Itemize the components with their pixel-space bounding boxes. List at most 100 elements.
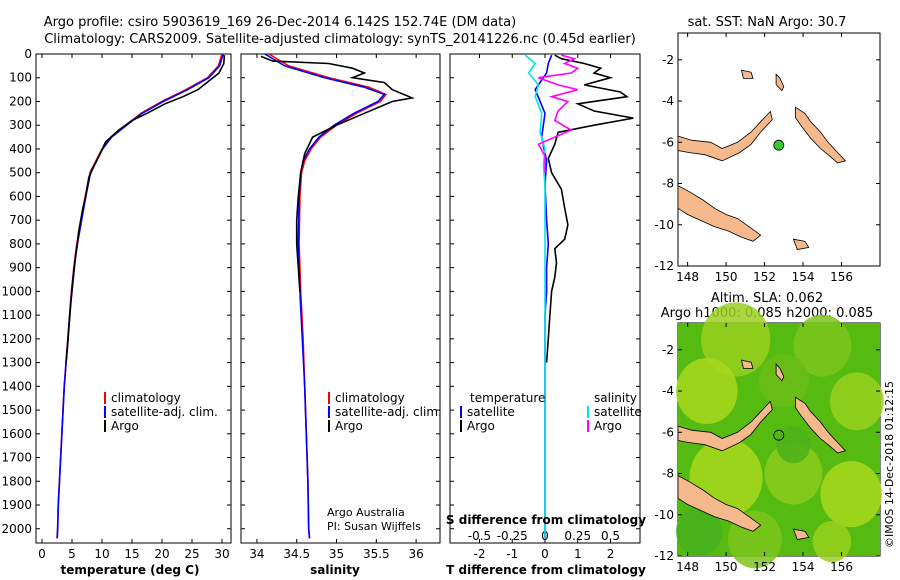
s-x-tick-label: 0.25 xyxy=(564,529,591,543)
legend-label-climatology: climatology xyxy=(335,391,405,405)
series-line-s-argo xyxy=(537,54,580,173)
depth-tick-label: 800 xyxy=(9,237,32,251)
depth-tick-label: 1900 xyxy=(1,498,32,512)
x-tick-label: -2 xyxy=(473,547,485,561)
sla-anomaly-blob xyxy=(764,442,823,505)
x-tick-label: 0 xyxy=(38,547,46,561)
map-y-tick-label: -6 xyxy=(662,135,674,149)
x-tick-label: 10 xyxy=(94,547,109,561)
depth-tick-label: 700 xyxy=(9,213,32,227)
map-y-tick-label: -8 xyxy=(662,177,674,191)
land-newbritain_e xyxy=(795,396,847,454)
depth-tick-label: 1400 xyxy=(1,379,32,393)
temperature-axis-label: temperature (deg C) xyxy=(61,563,200,577)
depth-tick-label: 900 xyxy=(9,261,32,275)
depth-tick-label: 1700 xyxy=(1,451,32,465)
legend-label-climatology: climatology xyxy=(111,391,181,405)
depth-tick-label: 1000 xyxy=(1,284,32,298)
plot-frame xyxy=(240,53,441,544)
depth-tick-label: 600 xyxy=(9,189,32,203)
land-small1 xyxy=(775,73,785,92)
land-small1 xyxy=(775,363,785,382)
plot-frame xyxy=(35,53,232,544)
map-x-tick-label: 148 xyxy=(676,270,699,284)
figure-title-line1: Argo profile: csiro 5903619_169 26-Dec-2… xyxy=(44,15,516,30)
s-x-tick-label: -0.5 xyxy=(468,529,491,543)
x-tick-label: 25 xyxy=(184,547,199,561)
map-x-tick-label: 154 xyxy=(792,270,815,284)
s-x-tick-label: 0.5 xyxy=(601,529,620,543)
sla-map: 148 150 152 154 156 -2 -4 -6 -8 -10 -12 xyxy=(654,302,884,574)
credit-line1: Argo Australia xyxy=(327,506,405,519)
map-y-tick-label: -10 xyxy=(654,218,674,232)
map-x-tick-label: 152 xyxy=(753,560,776,574)
x-tick-label: 20 xyxy=(154,547,169,561)
depth-tick-label: 2000 xyxy=(1,522,32,536)
sla-anomaly-blob xyxy=(776,426,811,464)
salinity-axis-label: salinity xyxy=(310,563,360,577)
sla-map-title: Altim. SLA: 0.062 xyxy=(711,291,823,306)
series-line-t-argo xyxy=(545,54,634,363)
salinity-panel: 34 34.5 35 35.5 36 xyxy=(240,53,441,561)
watermark: ©IMOS 14-Dec-2018 01:12:15 xyxy=(883,381,896,548)
map-x-tick-label: 152 xyxy=(753,270,776,284)
map-x-tick-label: 148 xyxy=(676,560,699,574)
depth-tick-label: 1100 xyxy=(1,308,32,322)
legend-label-satellite: satellite-adj. clim. xyxy=(111,405,218,419)
depth-tick-label: 1500 xyxy=(1,403,32,417)
land-newbritain_e xyxy=(795,106,847,164)
legend-title-salinity: salinity xyxy=(594,391,637,405)
x-tick-label: 30 xyxy=(214,547,229,561)
temperature-legend: climatology satellite-adj. clim. Argo xyxy=(104,391,218,433)
x-tick-label: 35.5 xyxy=(363,547,390,561)
legend-label-argo: Argo xyxy=(111,419,139,433)
s-x-tick-label: -0.25 xyxy=(497,529,528,543)
x-tick-label: 35 xyxy=(329,547,344,561)
map-y-tick-label: -10 xyxy=(654,508,674,522)
legend-title-temperature: temperature xyxy=(470,391,545,405)
sla-map-subtitle: Argo h1000: 0.085 h2000: 0.085 xyxy=(661,306,874,321)
legend-label-t-satellite: satellite xyxy=(467,405,515,419)
sla-anomaly-blob xyxy=(820,461,882,528)
x-tick-label: 34.5 xyxy=(283,547,310,561)
land-small2 xyxy=(740,359,754,369)
sla-anomaly-blob xyxy=(812,520,852,563)
map-x-tick-label: 150 xyxy=(715,270,738,284)
argo-float-marker xyxy=(773,429,785,441)
map-y-tick-label: -12 xyxy=(654,549,674,563)
sla-anomaly-blob xyxy=(701,302,771,377)
land-small3 xyxy=(792,238,810,250)
depth-tick-label: 500 xyxy=(9,166,32,180)
x-tick-label: 34 xyxy=(249,547,264,561)
map-y-tick-label: -12 xyxy=(654,259,674,273)
temperature-panel: 0 5 10 15 20 25 30 xyxy=(35,53,232,561)
map-y-tick-label: -2 xyxy=(662,53,674,67)
legend-label-t-argo: Argo xyxy=(467,419,495,433)
x-tick-label: -1 xyxy=(506,547,518,561)
argo-float-marker xyxy=(773,139,785,151)
sst-map: 148 150 152 154 156 -2 -4 -6 -8 -10 -12 xyxy=(654,32,881,284)
sla-anomaly-blob xyxy=(829,372,884,431)
map-x-tick-label: 150 xyxy=(715,560,738,574)
depth-tick-label: 1600 xyxy=(1,427,32,441)
sla-anomaly-blob xyxy=(676,506,723,556)
legend-label-s-satellite: satellite xyxy=(594,405,642,419)
x-tick-label: 15 xyxy=(124,547,139,561)
depth-axis: 0 100 200 300 400 500 600 700 800 900 1000 1100 1200… xyxy=(1,47,32,536)
land-png_main xyxy=(677,474,762,532)
x-tick-label: 0 xyxy=(541,547,549,561)
map-y-tick-label: -6 xyxy=(662,425,674,439)
x-tick-label: 2 xyxy=(607,547,615,561)
x-tick-label: 36 xyxy=(408,547,423,561)
difference-legend: temperature satellite Argo salinity sate… xyxy=(460,391,642,433)
t-difference-axis-label: T difference from climatology xyxy=(446,563,646,577)
land-newguinea xyxy=(677,400,773,452)
difference-panel: -2 -1 0 1 2-0.5 -0.25 0 0.25 0.5 xyxy=(449,53,641,561)
land-newguinea xyxy=(677,110,773,162)
map-x-tick-label: 156 xyxy=(830,560,853,574)
sla-anomaly-blob xyxy=(676,358,738,425)
series-line-argo xyxy=(65,55,226,363)
s-difference-axis-label: S difference from climatology xyxy=(446,513,646,527)
land-small2 xyxy=(740,69,754,79)
